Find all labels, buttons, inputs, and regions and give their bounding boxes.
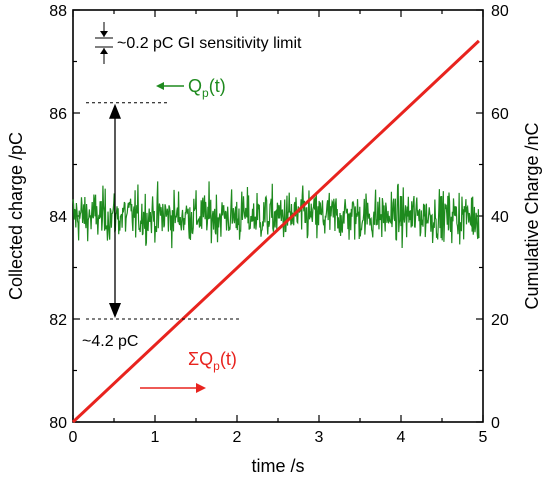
y-right-axis-label: Cumulative Charge /nC: [522, 122, 542, 309]
y-left-tick-label: 86: [49, 106, 67, 123]
axis-ticks: [72, 9, 484, 423]
y-right-tick-label: 20: [491, 312, 509, 329]
y-right-tick-label: 60: [491, 106, 509, 123]
qp-label: Qp(t): [188, 76, 226, 100]
x-tick-label: 4: [397, 429, 406, 446]
x-tick-label: 3: [315, 429, 324, 446]
y-right-tick-label: 80: [491, 3, 509, 20]
series-qp-line: [72, 181, 480, 249]
y-left-tick-label: 82: [49, 312, 67, 329]
peak-to-peak-label: ~4.2 pC: [82, 333, 138, 350]
series-sum-qp-line: [71, 39, 480, 424]
tick-labels: 0 1 2 3 4 5 80 82 84 86 88 0 20 40 60 80: [49, 3, 509, 446]
sensitivity-label: ~0.2 pC GI sensitivity limit: [117, 35, 302, 52]
x-tick-label: 5: [479, 429, 488, 446]
y-left-tick-label: 80: [49, 415, 67, 432]
y-left-tick-label: 84: [49, 209, 67, 226]
y-right-tick-label: 40: [491, 209, 509, 226]
y-left-axis-label: Collected charge /pC: [6, 132, 26, 300]
y-left-tick-label: 88: [49, 3, 67, 20]
sum-qp-arrow: [140, 383, 206, 393]
x-axis-label: time /s: [251, 456, 304, 476]
x-tick-label: 1: [151, 429, 160, 446]
x-tick-label: 2: [233, 429, 242, 446]
peak-to-peak-arrow: [109, 103, 121, 318]
qp-arrow: [156, 82, 184, 90]
sensitivity-marker: [95, 22, 113, 64]
x-tick-label: 0: [69, 429, 78, 446]
sum-qp-label: ΣQp(t): [188, 349, 237, 373]
y-right-tick-label: 0: [491, 415, 500, 432]
